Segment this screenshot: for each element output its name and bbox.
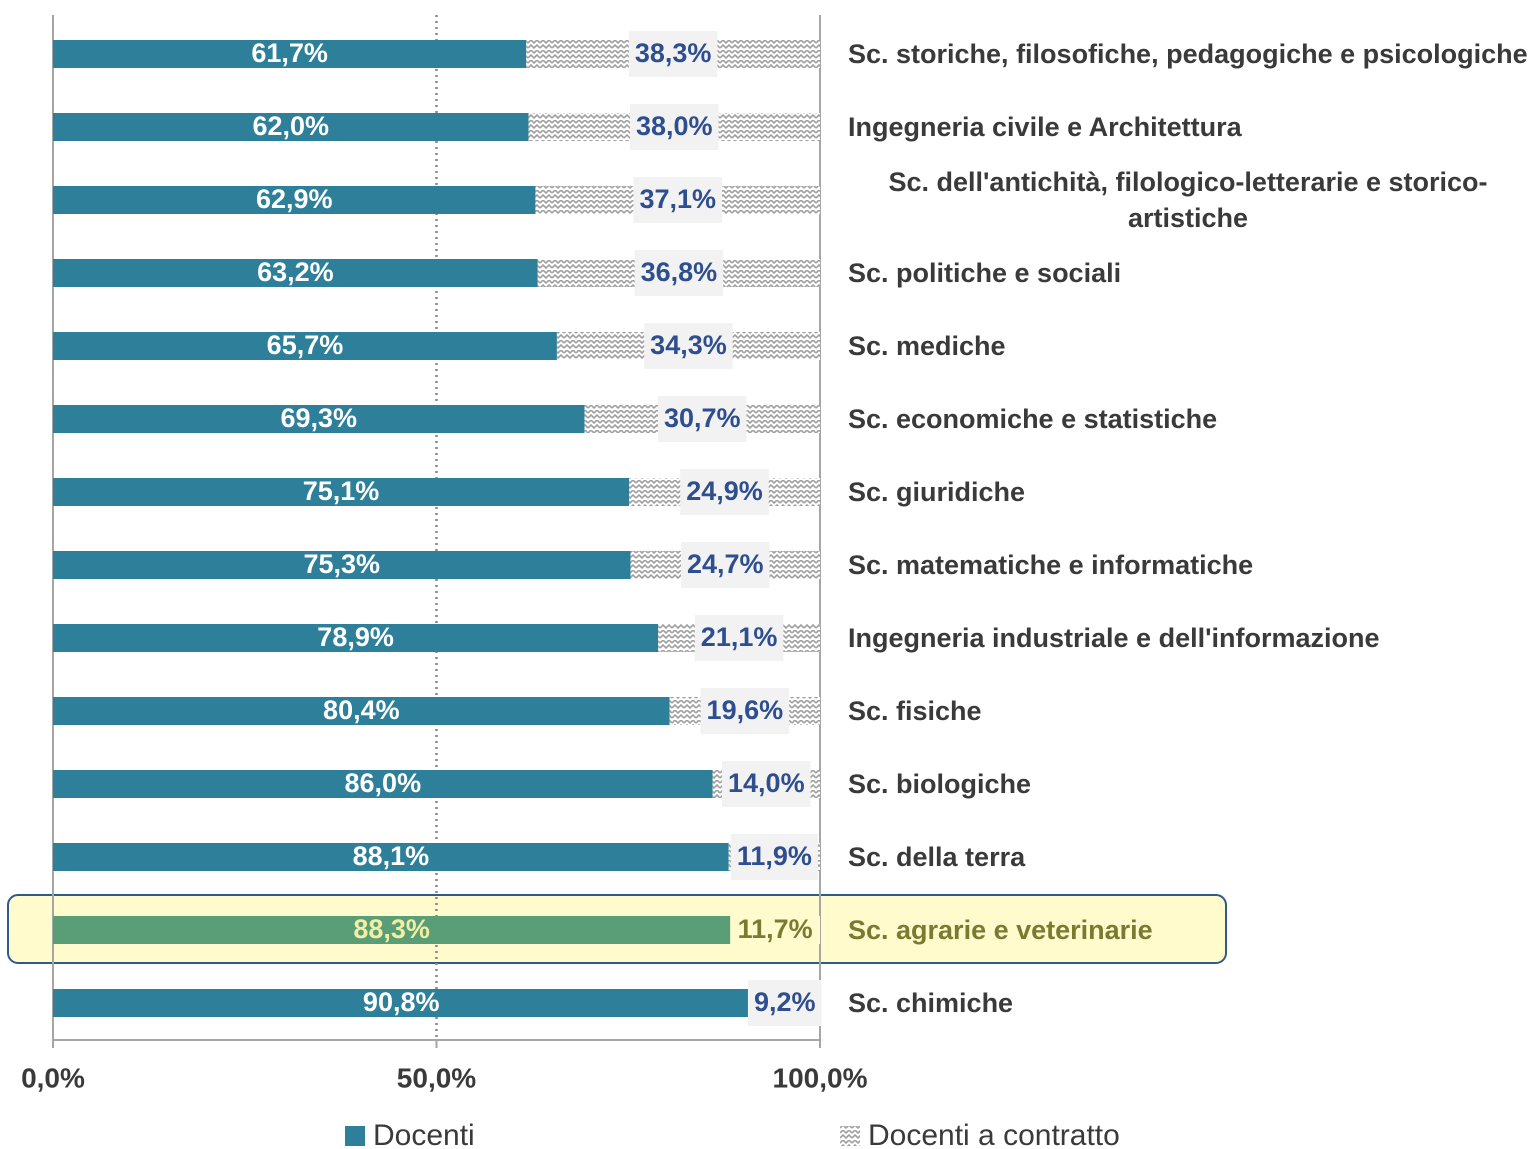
data-label: 38,0%	[636, 111, 713, 141]
data-label-bg	[628, 31, 718, 77]
data-label-bg	[644, 323, 733, 369]
data-label-group: 9,2%	[747, 980, 822, 1026]
bar-segment	[53, 697, 670, 725]
data-label-group: 11,9%	[730, 834, 818, 880]
data-label: 62,0%	[252, 111, 329, 141]
data-label-group: 24,7%	[680, 542, 770, 588]
bar-segment	[53, 405, 585, 433]
data-label: 36,8%	[641, 257, 718, 287]
category-label: Sc. storiche, filosofiche, pedagogiche e…	[848, 39, 1528, 69]
data-label-group: 19,6%	[700, 688, 790, 734]
data-label: 38,3%	[635, 38, 712, 68]
data-label-bg	[633, 177, 723, 223]
data-label: 88,3%	[353, 914, 430, 944]
category-label: Sc. dell'antichità, filologico-letterari…	[888, 167, 1488, 233]
data-label: 63,2%	[257, 257, 334, 287]
category-label: Sc. agrarie e veterinarie	[848, 915, 1153, 945]
data-label-bg	[722, 761, 811, 807]
legend-label: Docenti	[373, 1119, 475, 1149]
category-label: Ingegneria civile e Architettura	[848, 112, 1242, 142]
data-label: 24,7%	[687, 549, 764, 579]
data-label-group: 30,7%	[657, 396, 747, 442]
bar-segment	[53, 259, 538, 287]
data-label: 86,0%	[345, 768, 422, 798]
data-label-bg	[731, 907, 819, 953]
x-tick-label: 50,0%	[397, 1062, 476, 1093]
data-label-bg	[730, 834, 818, 880]
data-label: 78,9%	[317, 622, 394, 652]
data-label-bg	[634, 250, 724, 296]
data-label: 19,6%	[707, 695, 784, 725]
data-label: 69,3%	[280, 403, 357, 433]
data-label-group: 38,0%	[629, 104, 719, 150]
data-label-group: 36,8%	[634, 250, 724, 296]
bar-segment	[53, 770, 713, 798]
bar-segment	[53, 843, 729, 871]
data-label: 24,9%	[686, 476, 763, 506]
data-label: 34,3%	[650, 330, 727, 360]
data-label: 88,1%	[353, 841, 430, 871]
data-label: 62,9%	[256, 184, 333, 214]
legend-swatch	[345, 1126, 365, 1146]
data-label-group: 24,9%	[680, 469, 769, 515]
data-label: 80,4%	[323, 695, 400, 725]
data-label: 11,9%	[737, 841, 812, 871]
bar-segment	[53, 40, 527, 68]
bar-segment	[53, 113, 529, 141]
category-label: Sc. chimiche	[848, 988, 1014, 1018]
bar-segment	[53, 916, 731, 944]
x-tick-label: 0,0%	[21, 1062, 85, 1093]
category-label: Sc. della terra	[848, 842, 1026, 872]
data-label-group: 37,1%	[633, 177, 723, 223]
data-label-group: 11,7%	[731, 907, 819, 953]
data-label-bg	[747, 980, 822, 1026]
x-tick-label: 100,0%	[773, 1062, 868, 1093]
data-label: 90,8%	[363, 987, 440, 1017]
data-label-group: 14,0%	[722, 761, 811, 807]
data-label-group: 34,3%	[644, 323, 733, 369]
data-label-bg	[680, 469, 769, 515]
bar-segment	[53, 186, 536, 214]
category-label: Sc. fisiche	[848, 696, 982, 726]
legend-label: Docenti a contratto	[868, 1119, 1120, 1149]
data-label: 11,7%	[738, 914, 813, 944]
data-label-bg	[700, 688, 790, 734]
data-label: 61,7%	[251, 38, 328, 68]
category-label: Sc. economiche e statistiche	[848, 404, 1218, 434]
data-label-bg	[680, 542, 770, 588]
bar-segment	[53, 989, 750, 1017]
category-label: Sc. biologiche	[848, 769, 1032, 799]
data-label: 37,1%	[639, 184, 716, 214]
data-label: 14,0%	[728, 768, 805, 798]
category-label: Sc. giuridiche	[848, 477, 1026, 507]
bar-segment	[53, 332, 557, 360]
category-label: Sc. politiche e sociali	[848, 258, 1122, 288]
data-label-group: 21,1%	[694, 615, 784, 661]
data-label-group: 38,3%	[628, 31, 718, 77]
data-label: 65,7%	[267, 330, 344, 360]
category-label: Sc. mediche	[848, 331, 1006, 361]
data-label: 75,1%	[303, 476, 380, 506]
data-label: 30,7%	[664, 403, 741, 433]
data-label: 75,3%	[303, 549, 380, 579]
data-label-bg	[657, 396, 747, 442]
data-label-bg	[694, 615, 784, 661]
data-label-bg	[629, 104, 719, 150]
data-label: 21,1%	[701, 622, 778, 652]
bar-segment	[53, 551, 631, 579]
bar-segment	[53, 624, 659, 652]
legend-swatch	[840, 1126, 860, 1146]
bar-segment	[53, 478, 630, 506]
data-label: 9,2%	[754, 987, 816, 1017]
category-label: Sc. matematiche e informatiche	[848, 550, 1254, 580]
category-label: Ingegneria industriale e dell'informazio…	[848, 623, 1380, 653]
